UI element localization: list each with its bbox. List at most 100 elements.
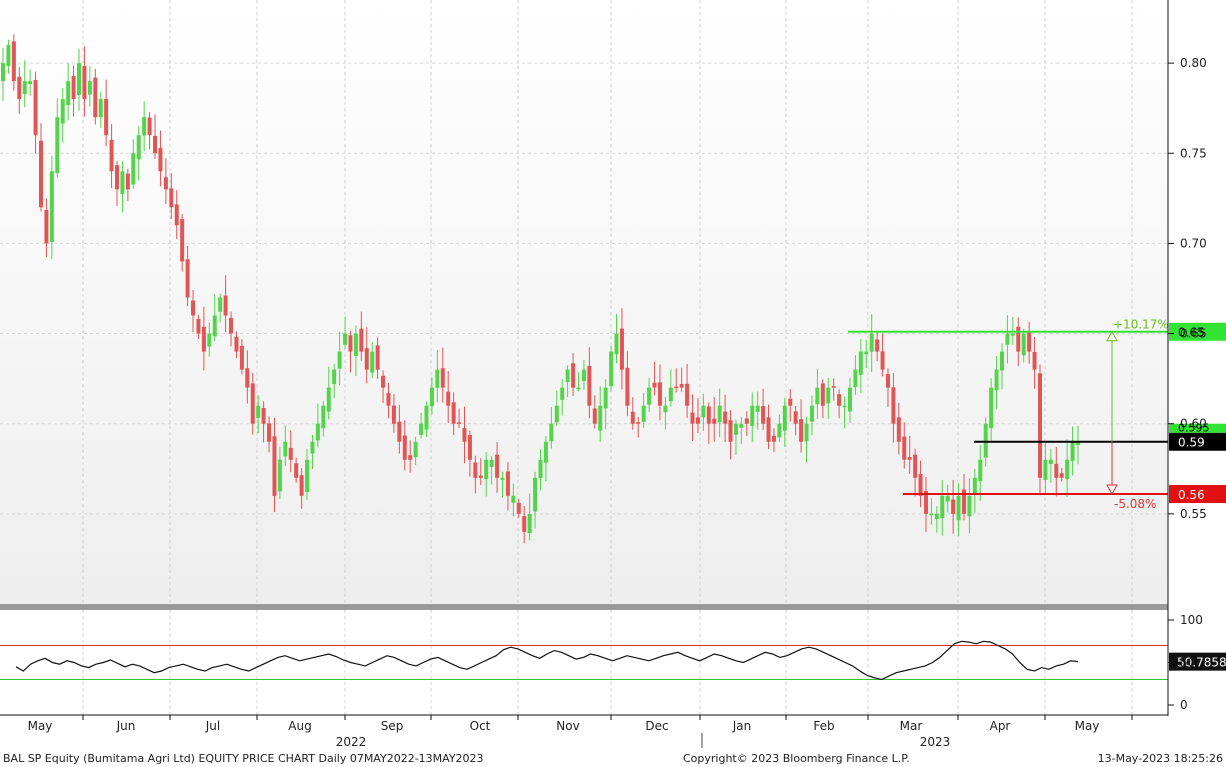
candle-body — [207, 333, 212, 347]
rsi-last-value-label: 50.7858 — [1177, 656, 1226, 670]
candle-body — [402, 435, 407, 460]
candle-body — [733, 423, 738, 435]
candle-body — [598, 405, 603, 431]
hidden-level-tag — [1169, 423, 1226, 433]
candle-body — [918, 474, 923, 496]
candle-body — [348, 335, 353, 352]
level-tag-label: 0.56 — [1178, 488, 1205, 502]
footer-description: BAL SP Equity (Bumitama Agri Ltd) EQUITY… — [3, 752, 484, 765]
candle-body — [370, 351, 375, 373]
candle-body — [522, 516, 527, 532]
candle-body — [549, 423, 554, 442]
rsi-last-value-tag — [1169, 652, 1226, 671]
candle-body — [478, 475, 483, 478]
candle-body — [44, 210, 49, 244]
candle-body — [142, 117, 147, 136]
rsi-line — [15, 640, 1079, 681]
candle-body — [641, 405, 646, 422]
candle-body — [864, 351, 869, 355]
candle-body — [153, 135, 158, 154]
candle-body — [978, 459, 983, 482]
candle-body — [896, 417, 901, 442]
candle-body — [1027, 331, 1032, 352]
month-label: Sep — [381, 719, 404, 733]
rsi-panel-background — [0, 610, 1168, 714]
candle-body — [294, 463, 299, 478]
candle-body — [82, 65, 87, 100]
candle-body — [603, 387, 608, 409]
candle-body — [766, 417, 771, 442]
candle-body — [788, 398, 793, 406]
candle-body — [353, 333, 358, 357]
candle-body — [728, 420, 733, 442]
level-tag-0.59 — [1169, 432, 1226, 451]
candle-body — [913, 454, 918, 478]
candle-body — [1037, 373, 1042, 478]
candle-body — [994, 369, 999, 391]
candle-body — [967, 495, 972, 517]
candle-body — [837, 394, 842, 406]
candle-body — [104, 99, 109, 136]
candle-body — [381, 375, 386, 388]
candle-body — [907, 457, 912, 460]
candle-body — [451, 402, 456, 424]
candle-body — [462, 428, 467, 442]
candle-body — [229, 317, 234, 334]
candle-body — [169, 188, 174, 208]
candle-body — [706, 406, 711, 424]
candle-body — [1054, 463, 1059, 478]
month-label: Mar — [900, 719, 923, 733]
candle-body — [71, 76, 76, 100]
month-label: May — [1075, 719, 1100, 733]
level-tag-label: 0.65 — [1178, 326, 1205, 340]
rsi-tick-label: 0 — [1180, 698, 1188, 712]
price-tick-label: 0.55 — [1180, 507, 1207, 521]
candle-body — [565, 369, 570, 383]
downside-arrowhead — [1106, 484, 1118, 496]
candle-body — [701, 405, 706, 418]
candle-body — [424, 405, 429, 430]
candle-body — [940, 495, 945, 519]
candle-body — [793, 411, 798, 424]
candle-body — [902, 436, 907, 460]
candle-body — [983, 423, 988, 458]
candle-body — [429, 387, 434, 407]
candle-body — [831, 386, 836, 388]
candle-body — [782, 405, 787, 431]
candle-body — [408, 455, 413, 460]
candle-body — [505, 471, 510, 496]
price-tick-label: 0.60 — [1180, 417, 1207, 431]
panel-splitter[interactable] — [0, 604, 1168, 610]
candle-body — [554, 405, 559, 423]
candle-body — [239, 345, 244, 370]
candle-body — [326, 387, 331, 412]
footer-timestamp: 13-May-2023 18:25:26 — [1098, 752, 1223, 765]
candle-body — [245, 368, 250, 388]
candle-body — [674, 386, 679, 389]
candle-body — [234, 336, 239, 352]
candle-body — [473, 462, 478, 478]
candle-body — [1005, 333, 1010, 345]
candle-body — [191, 300, 196, 316]
candle-body — [771, 435, 776, 442]
candle-body — [87, 81, 92, 95]
candle-body — [560, 387, 565, 400]
candle-body — [359, 328, 364, 352]
candle-body — [842, 405, 847, 408]
candle-body — [609, 351, 614, 387]
candle-body — [999, 351, 1004, 371]
candle-body — [923, 491, 928, 514]
candle-body — [283, 441, 288, 457]
candle-body — [761, 406, 766, 424]
candle-body — [581, 369, 586, 382]
candle-body — [804, 423, 809, 442]
month-label: Jan — [732, 719, 752, 733]
candle-body — [223, 295, 228, 316]
month-label: Jul — [205, 719, 220, 733]
candle-body — [212, 315, 217, 337]
candle-body — [668, 387, 673, 402]
candle-body — [467, 435, 472, 460]
level-tag-label: 0.59 — [1178, 436, 1205, 450]
candle-body — [484, 459, 489, 479]
candle-body — [533, 477, 538, 512]
